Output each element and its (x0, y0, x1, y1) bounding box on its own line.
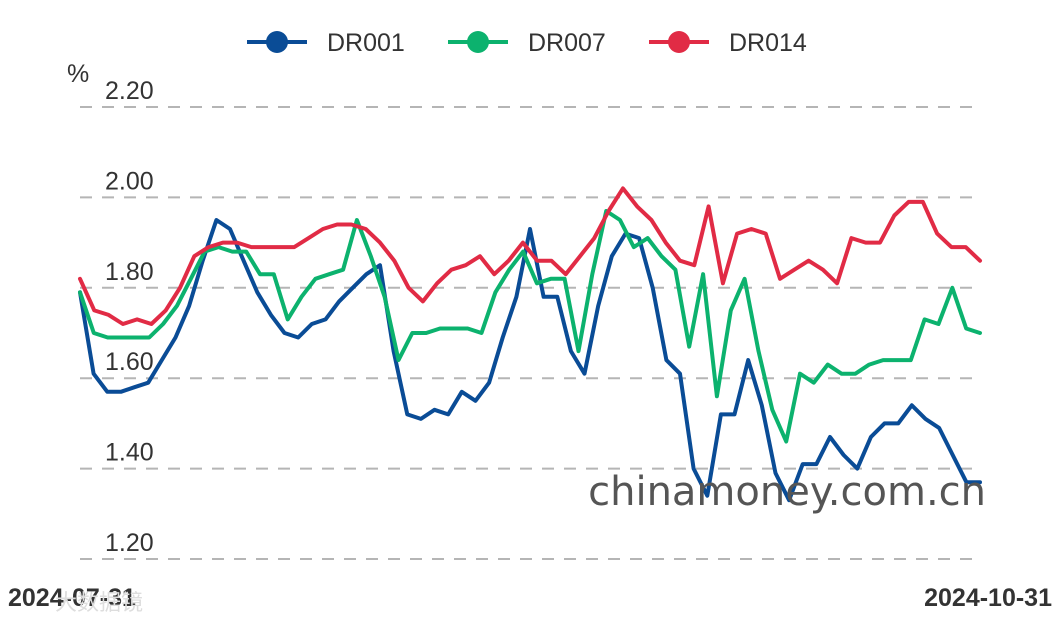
legend-label: DR007 (528, 29, 606, 57)
legend-marker (668, 31, 690, 53)
y-tick-label: 2.00 (105, 167, 154, 195)
watermark-text: chinamoney.com.cn (588, 469, 986, 515)
y-tick-label: 2.20 (105, 77, 154, 105)
legend-label: DR001 (327, 29, 405, 57)
y-tick-label: 1.40 (105, 439, 154, 467)
y-tick-label: 1.60 (105, 348, 154, 376)
y-unit-label: % (67, 60, 89, 88)
x-end-label: 2024-10-31 (924, 584, 1052, 612)
x-start-label: 2024-07-31 (8, 584, 136, 612)
y-tick-label: 1.80 (105, 258, 154, 286)
legend-marker (266, 31, 288, 53)
y-tick-label: 1.20 (105, 529, 154, 557)
series-line-dr014 (78, 186, 982, 326)
legend-marker (467, 31, 489, 53)
gridlines (80, 106, 980, 560)
legend-label: DR014 (729, 29, 807, 57)
corner-watermark: 大数据镜 (55, 591, 143, 616)
legend[interactable]: DR001 DR007 DR014 (247, 29, 807, 57)
legend-item-dr014[interactable]: DR014 (649, 29, 807, 57)
y-axis: % 1.20 1.40 1.60 1.80 2.00 2.20 (67, 60, 154, 557)
legend-item-dr007[interactable]: DR007 (448, 29, 606, 57)
legend-item-dr001[interactable]: DR001 (247, 29, 405, 57)
series-line-dr001 (78, 218, 982, 503)
series-line-dr007 (78, 209, 982, 444)
series-lines (78, 186, 982, 503)
